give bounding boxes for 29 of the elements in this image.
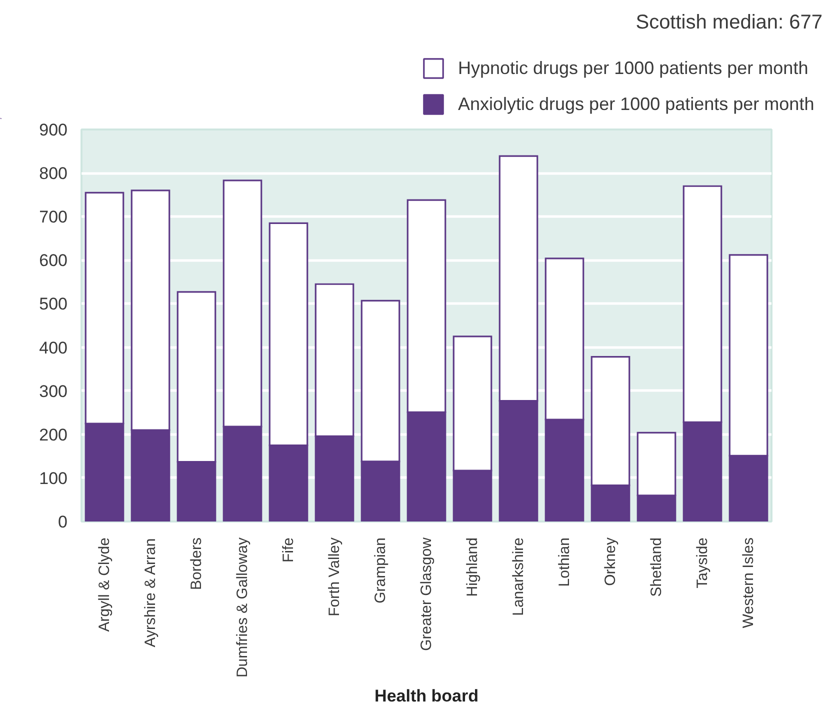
text: Scottish median: 677 xyxy=(636,12,823,34)
x-tick-label: Western Isles xyxy=(740,537,757,628)
y-tick-label: 0 xyxy=(58,512,68,532)
x-tick-label: Orkney xyxy=(602,537,619,586)
x-tick-label: Dumfries & Galloway xyxy=(234,537,251,678)
x-tick-label: Lanarkshire xyxy=(510,537,527,616)
y-tick-label: 200 xyxy=(39,425,68,444)
y-tick-label: 600 xyxy=(39,251,68,270)
y-tick-label: 400 xyxy=(39,338,68,358)
y-tick-label: 800 xyxy=(39,164,68,184)
x-tick-label: Highland xyxy=(464,537,481,597)
x-tick-label: Lothian xyxy=(556,537,573,587)
y-tick-label: 900 xyxy=(39,120,68,140)
x-tick-label: Grampian xyxy=(372,538,389,604)
y-tick-label: 500 xyxy=(39,294,68,314)
x-tick-label: Fife xyxy=(280,537,297,563)
legend-label: Anxiolytic drugs per 1000 patients per month xyxy=(458,94,814,114)
x-tick-label: Tayside xyxy=(694,538,711,588)
legend-label: Hypnotic drugs per 1000 patients per month xyxy=(458,58,808,78)
y-tick-label: 100 xyxy=(39,468,68,488)
y-tick-label: 300 xyxy=(39,382,68,401)
x-axis-title: Health board xyxy=(374,686,478,706)
x-tick-label: Argyll & Clyde xyxy=(96,537,113,632)
x-tick-label: Borders xyxy=(188,537,205,590)
x-tick-label: Shetland xyxy=(648,538,665,597)
x-tick-label: Forth Valley xyxy=(326,537,343,616)
y-tick-label: 700 xyxy=(39,208,68,227)
x-tick-label: Greater Glasgow xyxy=(418,537,435,651)
x-tick-label: Ayrshire & Arran xyxy=(142,538,159,648)
